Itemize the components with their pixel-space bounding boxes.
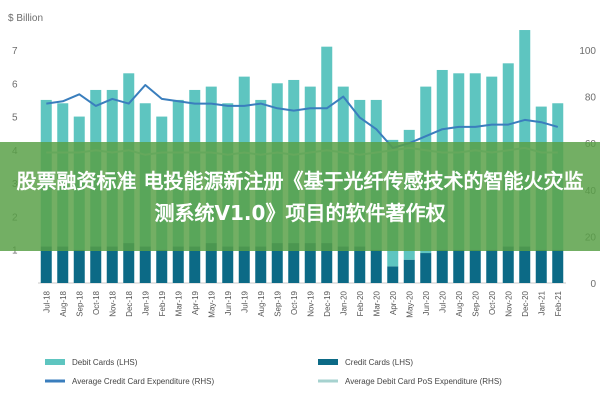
x-tick-label: Aug-19 (257, 290, 266, 316)
credit-card-bar (370, 249, 382, 283)
x-axis-labels: Jul-18 Aug-18 Sep-18 Oct-18 Nov-18 Dec-18 Jan-… (42, 290, 563, 317)
x-tick-label: May-19 (207, 290, 216, 317)
credit-card-bar (139, 246, 151, 283)
y-left-tick-label: 7 (12, 46, 18, 57)
credit-card-bar (552, 249, 564, 283)
credit-card-bar (403, 259, 415, 283)
x-tick-label: Sep-19 (273, 290, 282, 316)
x-tick-label: Jun-20 (422, 290, 431, 315)
credit-card-bar (73, 249, 85, 283)
credit-card-bar (453, 249, 465, 283)
x-tick-label: Oct-19 (290, 290, 299, 315)
x-tick-label: Nov-20 (504, 290, 513, 316)
x-tick-label: Oct-18 (92, 290, 101, 315)
credit-card-bar (321, 243, 333, 283)
x-tick-label: Jul-20 (438, 290, 447, 312)
credit-card-bar (486, 249, 498, 283)
credit-card-bar (57, 246, 69, 283)
credit-card-bar (354, 246, 366, 283)
x-tick-label: Mar-19 (174, 290, 183, 316)
credit-card-bar (502, 246, 514, 283)
credit-card-bar (420, 253, 432, 283)
headline-banner: 股票融资标准 电投能源新注册《基于光纤传感技术的智能火灾监测系统V1.0》项目的… (0, 142, 600, 251)
y-left-tick-label: 6 (12, 79, 18, 90)
x-tick-label: Jul-18 (42, 290, 51, 312)
legend-label: Credit Cards (LHS) (345, 358, 413, 367)
avg-credit-card-expenditure-line (46, 84, 559, 149)
x-tick-label: Jan-19 (141, 290, 150, 315)
x-tick-label: Nov-18 (108, 290, 117, 316)
credit-card-bar (519, 246, 531, 283)
credit-card-bar (288, 243, 300, 283)
legend-swatch (45, 359, 65, 365)
credit-card-bar (436, 249, 448, 283)
legend: Debit Cards (LHS) Credit Cards (LHS) Avera… (45, 358, 502, 386)
credit-card-bar (189, 246, 201, 283)
y-left-tick-label: 1 (12, 246, 18, 257)
credit-card-bar (106, 246, 118, 283)
credit-card-bar (40, 246, 52, 283)
y-right-tick-label: 100 (579, 46, 596, 57)
x-tick-label: Oct-20 (488, 290, 497, 315)
credit-card-bar (387, 266, 399, 283)
x-tick-label: Aug-20 (455, 290, 464, 316)
credit-card-bar (205, 243, 217, 283)
x-tick-label: Jan-21 (537, 290, 546, 315)
credit-card-bar (271, 243, 283, 283)
x-tick-label: Dec-20 (521, 290, 530, 316)
x-tick-label: Apr-20 (389, 290, 398, 315)
credit-card-bar (172, 246, 184, 283)
y-right-tick-label: 0 (590, 279, 596, 290)
legend-label: Debit Cards (LHS) (72, 358, 138, 367)
debit-card-bar (519, 30, 531, 247)
legend-label: Average Credit Card Expenditure (RHS) (72, 377, 214, 386)
y-left-unit-label: $ Billion (8, 13, 43, 24)
x-tick-label: Jun-19 (224, 290, 233, 315)
x-tick-label: Sep-18 (75, 290, 84, 316)
y-right-tick-label: 80 (585, 93, 597, 104)
credit-card-bar (304, 243, 316, 283)
x-tick-label: Apr-19 (191, 290, 200, 315)
x-tick-label: Jan-20 (339, 290, 348, 315)
x-tick-label: Feb-19 (158, 290, 167, 316)
y-left-tick-label: 5 (12, 113, 18, 124)
x-tick-label: Sep-20 (471, 290, 480, 316)
x-tick-label: Mar-20 (372, 290, 381, 316)
x-tick-label: Aug-18 (59, 290, 68, 316)
legend-swatch (318, 359, 338, 365)
credit-card-bar (337, 246, 349, 283)
x-tick-label: Dec-19 (323, 290, 332, 316)
credit-card-bar (123, 243, 135, 283)
credit-card-bar (238, 246, 250, 283)
credit-card-bar (535, 249, 547, 283)
credit-card-bar (469, 249, 481, 283)
credit-card-bar (90, 246, 102, 283)
headline-text: 股票融资标准 电投能源新注册《基于光纤传感技术的智能火灾监测系统V1.0》项目的… (16, 169, 584, 225)
x-tick-label: Jul-19 (240, 290, 249, 312)
x-tick-label: Feb-21 (554, 290, 563, 316)
x-tick-label: Feb-20 (356, 290, 365, 316)
legend-label: Average Debit Card PoS Expenditure (RHS) (345, 377, 502, 386)
x-tick-label: Nov-19 (306, 290, 315, 316)
credit-card-bar (255, 246, 267, 283)
credit-card-bar (222, 246, 234, 283)
credit-card-bar (156, 249, 168, 283)
x-tick-label: May-20 (405, 290, 414, 317)
x-tick-label: Dec-18 (125, 290, 134, 316)
